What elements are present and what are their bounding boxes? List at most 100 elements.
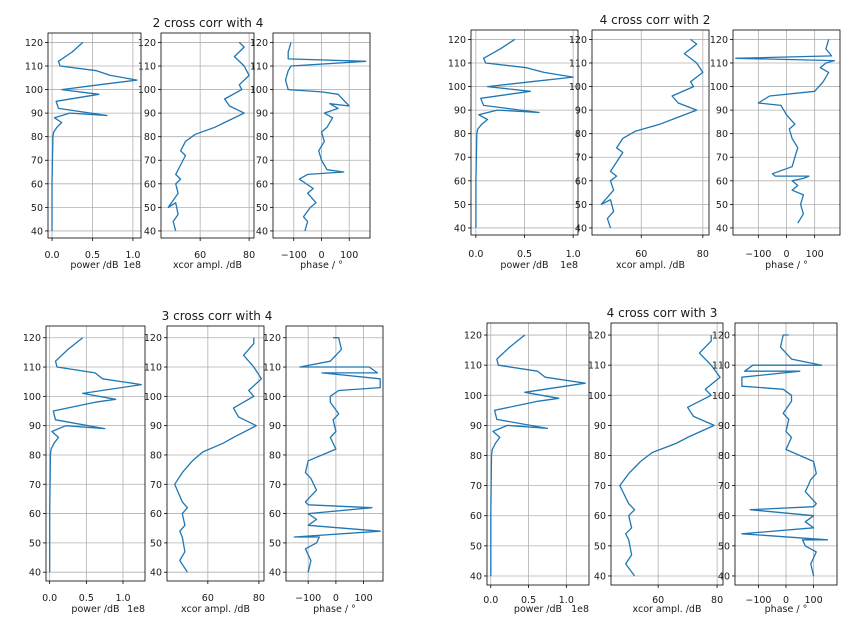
axes-frame — [591, 29, 710, 236]
x-axis-label: power /dB — [500, 260, 548, 271]
series-line — [600, 38, 704, 229]
x-tick-label: 80 — [697, 249, 709, 260]
x-tick-label: 1.0 — [559, 595, 574, 606]
y-tick-label: 100 — [138, 85, 156, 96]
y-tick-label: 60 — [144, 179, 156, 190]
y-tick-label: 40 — [144, 226, 156, 237]
y-tick-label: 40 — [718, 571, 730, 582]
y-tick-label: 50 — [150, 538, 162, 549]
y-tick-label: 120 — [138, 38, 156, 49]
y-tick-label: 100 — [448, 82, 466, 93]
y-tick-label: 100 — [588, 391, 606, 402]
y-tick-label: 110 — [464, 361, 482, 372]
figure-1: 2 cross corr with 4 40 50 60 70 80 90 100 110 120… — [25, 16, 371, 271]
y-tick-label: 110 — [448, 58, 466, 69]
y-tick-label: 90 — [454, 106, 466, 117]
y-tick-label: 120 — [569, 35, 587, 46]
x-axis-label: power /dB — [71, 604, 119, 615]
y-tick-label: 120 — [588, 331, 606, 342]
axis-multiplier: 1e8 — [560, 260, 578, 271]
y-tick-label: 50 — [718, 541, 730, 552]
x-axis-label: phase / ° — [765, 604, 808, 615]
y-tick-label: 50 — [256, 203, 268, 214]
y-tick-label: 40 — [269, 568, 281, 579]
y-tick-label: 80 — [470, 451, 482, 462]
figure-4: 4 cross corr with 3 40 50 60 70 80 90 100 110 120… — [464, 306, 838, 615]
axes-frame — [160, 32, 255, 239]
x-tick-label: 100 — [804, 595, 822, 606]
y-tick-label: 60 — [150, 509, 162, 520]
x-axis-label: xcor ampl. /dB — [616, 260, 685, 271]
axis-multiplier: 1e8 — [127, 604, 145, 615]
y-tick-label: 110 — [712, 361, 730, 372]
chart-title: 3 cross corr with 4 — [162, 309, 273, 323]
y-tick-label: 100 — [263, 392, 281, 403]
y-tick-label: 100 — [23, 392, 41, 403]
x-tick-label: 80 — [253, 593, 265, 604]
series-line — [490, 334, 586, 576]
x-tick-label: −100 — [745, 595, 771, 606]
y-tick-label: 60 — [718, 511, 730, 522]
x-tick-label: 1.0 — [566, 249, 581, 260]
y-tick-label: 90 — [716, 106, 728, 117]
y-tick-label: 110 — [23, 363, 41, 374]
x-axis-label: phase / ° — [300, 260, 343, 271]
y-tick-label: 40 — [454, 223, 466, 234]
y-tick-label: 110 — [569, 58, 587, 69]
axis-multiplier: 1e8 — [571, 604, 589, 615]
series-line — [167, 41, 250, 232]
y-tick-label: 70 — [29, 480, 41, 491]
y-tick-label: 120 — [25, 38, 43, 49]
y-tick-label: 40 — [31, 226, 43, 237]
x-axis-label: xcor ampl. /dB — [173, 260, 242, 271]
series-line — [475, 38, 574, 228]
y-tick-label: 80 — [31, 132, 43, 143]
y-tick-label: 40 — [150, 568, 162, 579]
x-tick-label: −100 — [295, 593, 321, 604]
y-tick-label: 110 — [138, 61, 156, 72]
y-tick-label: 50 — [716, 200, 728, 211]
axes-frame — [610, 322, 724, 586]
x-tick-label: 0.0 — [468, 249, 483, 260]
y-tick-label: 80 — [29, 450, 41, 461]
y-tick-label: 60 — [470, 511, 482, 522]
x-tick-label: 80 — [243, 250, 255, 261]
y-tick-label: 80 — [269, 450, 281, 461]
y-tick-label: 40 — [29, 568, 41, 579]
x-tick-label: 60 — [635, 249, 647, 260]
x-tick-label: 100 — [340, 250, 358, 261]
x-tick-label: 0.0 — [44, 250, 59, 261]
y-tick-label: 60 — [269, 509, 281, 520]
y-tick-label: 50 — [575, 200, 587, 211]
y-tick-label: 70 — [716, 153, 728, 164]
figure-2: 4 cross corr with 2 40 50 60 70 80 90 100 110 120… — [448, 13, 841, 271]
x-axis-label: xcor ampl. /dB — [181, 604, 250, 615]
x-tick-label: −100 — [745, 249, 771, 260]
y-tick-label: 80 — [144, 132, 156, 143]
y-tick-label: 60 — [716, 176, 728, 187]
y-tick-label: 100 — [250, 85, 268, 96]
x-tick-label: 100 — [806, 249, 824, 260]
axis-multiplier: 1e8 — [123, 260, 141, 271]
series-line — [49, 337, 142, 573]
y-tick-label: 40 — [256, 226, 268, 237]
y-tick-label: 100 — [464, 391, 482, 402]
x-axis-label: phase / ° — [765, 260, 808, 271]
y-tick-label: 90 — [594, 421, 606, 432]
y-tick-label: 90 — [29, 421, 41, 432]
x-tick-label: 0.5 — [79, 593, 94, 604]
y-tick-label: 100 — [144, 392, 162, 403]
y-tick-label: 120 — [464, 331, 482, 342]
y-tick-label: 70 — [575, 153, 587, 164]
y-tick-label: 110 — [710, 58, 728, 69]
